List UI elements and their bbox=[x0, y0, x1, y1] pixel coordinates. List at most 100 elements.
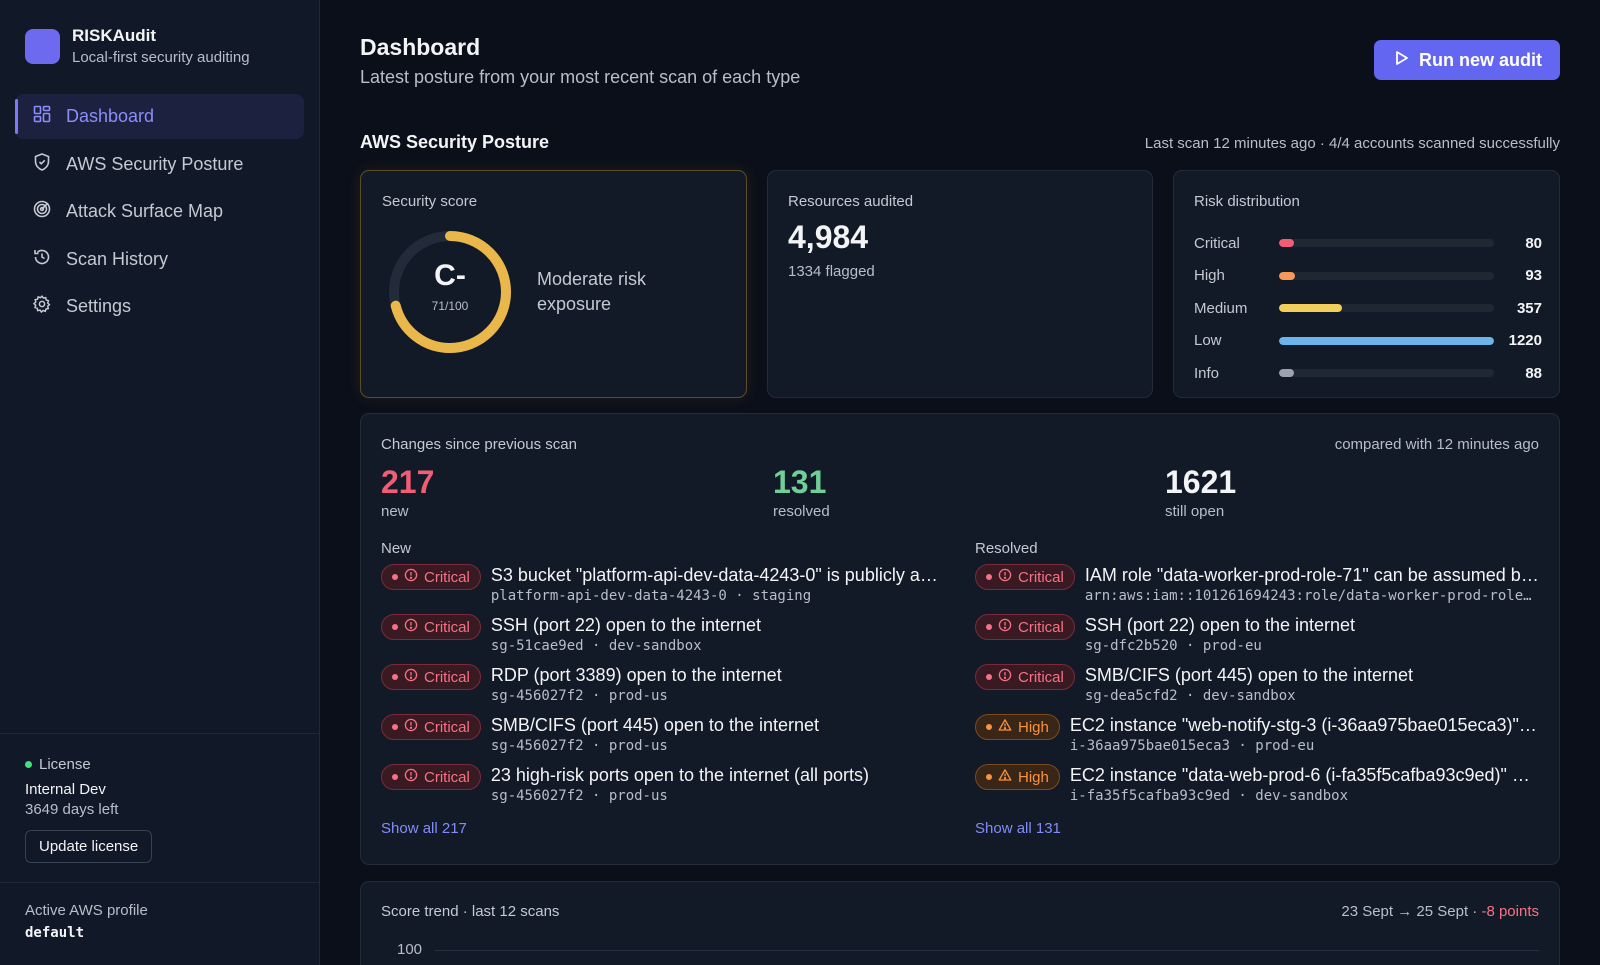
finding-row[interactable]: High EC2 instance "data-web-prod-6 (i-fa3… bbox=[975, 764, 1539, 814]
risk-row-medium: Medium 357 bbox=[1194, 292, 1542, 325]
risk-count: 80 bbox=[1525, 234, 1542, 252]
last-scan-meta: Last scan 12 minutes ago · 4/4 accounts … bbox=[1144, 135, 1560, 152]
sidebar-item-aws-security-posture[interactable]: AWS Security Posture bbox=[15, 142, 304, 187]
warning-triangle-icon bbox=[998, 768, 1012, 786]
sidebar-item-settings[interactable]: Settings bbox=[15, 284, 304, 329]
finding-row[interactable]: Critical SSH (port 22) open to the intern… bbox=[975, 614, 1539, 664]
gear-icon bbox=[32, 294, 52, 319]
risk-bar-fill bbox=[1279, 271, 1296, 280]
run-new-audit-button[interactable]: Run new audit bbox=[1374, 40, 1560, 80]
alert-circle-icon bbox=[404, 718, 418, 736]
risk-bar-track bbox=[1279, 304, 1494, 313]
risk-bar-track bbox=[1279, 239, 1494, 248]
changes-card: Changes since previous scan compared wit… bbox=[360, 413, 1560, 865]
finding-row[interactable]: Critical RDP (port 3389) open to the inte… bbox=[381, 664, 945, 714]
resources-flagged: 1334 flagged bbox=[788, 263, 875, 280]
risk-count: 88 bbox=[1525, 364, 1542, 382]
finding-title: SMB/CIFS (port 445) open to the internet bbox=[490, 715, 820, 735]
severity-dot bbox=[986, 624, 992, 630]
gridline bbox=[435, 950, 1539, 951]
severity-label: High bbox=[1018, 768, 1049, 786]
risk-row-high: High 93 bbox=[1194, 260, 1542, 293]
score-trend-range: 23 Sept → 25 Sept · bbox=[1341, 903, 1482, 920]
resolved-findings-list: Critical IAM role "data-worker-prod-role-… bbox=[975, 564, 1539, 814]
sidebar-item-scan-history[interactable]: Scan History bbox=[15, 237, 304, 282]
severity-badge-critical: Critical bbox=[381, 564, 481, 590]
sidebar: RISKAudit Local-first security auditing … bbox=[0, 0, 320, 965]
sidebar-item-attack-surface-map[interactable]: Attack Surface Map bbox=[15, 189, 304, 234]
severity-dot bbox=[986, 574, 992, 580]
finding-text: SMB/CIFS (port 445) open to the internet… bbox=[491, 714, 945, 754]
alert-circle-icon bbox=[404, 668, 418, 686]
finding-row[interactable]: Critical IAM role "data-worker-prod-role-… bbox=[975, 564, 1539, 614]
severity-badge-critical: Critical bbox=[975, 614, 1075, 640]
finding-row[interactable]: High EC2 instance "web-notify-stg-3 (i-36… bbox=[975, 714, 1539, 764]
risk-name: Low bbox=[1194, 332, 1222, 350]
severity-label: Critical bbox=[1018, 568, 1064, 586]
risk-count: 357 bbox=[1516, 299, 1542, 317]
finding-row[interactable]: Critical 23 high-risk ports open to the i… bbox=[381, 764, 945, 814]
new-findings-heading: New bbox=[381, 540, 412, 557]
finding-text: EC2 instance "web-notify-stg-3 (i-36aa97… bbox=[1070, 714, 1539, 754]
finding-row[interactable]: Critical SMB/CIFS (port 445) open to the … bbox=[381, 714, 945, 764]
radar-icon bbox=[32, 199, 52, 224]
resolved-findings-column: Resolved Critical IAM role "data-worker-p… bbox=[975, 540, 1539, 837]
risk-bar-track bbox=[1279, 369, 1494, 378]
severity-dot bbox=[986, 774, 992, 780]
license-status-dot bbox=[25, 761, 32, 768]
update-license-button[interactable]: Update license bbox=[25, 830, 153, 863]
shield-icon bbox=[32, 152, 52, 177]
new-findings-column: New Critical S3 bucket "platform-api-dev-… bbox=[381, 540, 945, 837]
risk-bar-fill bbox=[1279, 336, 1494, 345]
risk-distribution-card[interactable]: Risk distribution Critical 80 High 93 Medium… bbox=[1173, 170, 1560, 398]
alert-circle-icon bbox=[404, 768, 418, 786]
score-gauge-arc bbox=[389, 231, 511, 353]
finding-text: IAM role "data-worker-prod-role-71" can … bbox=[1085, 564, 1539, 604]
risk-name: High bbox=[1194, 267, 1225, 285]
severity-label: Critical bbox=[424, 568, 470, 586]
still-open-label: still open bbox=[1165, 503, 1225, 520]
app-logo bbox=[25, 29, 60, 64]
show-all-resolved-link[interactable]: Show all 131 bbox=[975, 820, 1061, 837]
severity-badge-high: High bbox=[975, 764, 1060, 790]
risk-bar-fill bbox=[1279, 239, 1295, 248]
risk-name: Medium bbox=[1194, 299, 1248, 317]
aws-profile: Active AWS profile default bbox=[25, 902, 148, 941]
finding-row[interactable]: Critical SMB/CIFS (port 445) open to the … bbox=[975, 664, 1539, 714]
security-score-card[interactable]: Security score C- 71/100 Moderate risk e… bbox=[360, 170, 747, 398]
finding-resource: arn:aws:iam::101261694243:role/data-work… bbox=[1084, 588, 1539, 604]
resolved-label: resolved bbox=[773, 503, 830, 520]
play-icon bbox=[1392, 49, 1410, 72]
severity-label: Critical bbox=[1018, 618, 1064, 636]
severity-label: Critical bbox=[1018, 668, 1064, 686]
still-open-count: 1621 bbox=[1165, 464, 1237, 500]
sidebar-item-label: Attack Surface Map bbox=[66, 201, 224, 221]
risk-count: 1220 bbox=[1508, 332, 1542, 350]
new-count: 217 bbox=[381, 464, 435, 500]
finding-resource: sg-456027f2 · prod-us bbox=[490, 738, 668, 754]
license-days-left: 3649 days left bbox=[25, 801, 119, 818]
resources-audited-card[interactable]: Resources audited 4,984 1334 flagged bbox=[767, 170, 1153, 398]
page-subtitle: Latest posture from your most recent sca… bbox=[360, 67, 801, 87]
finding-text: RDP (port 3389) open to the internet sg-4… bbox=[491, 664, 945, 704]
finding-resource: sg-51cae9ed · dev-sandbox bbox=[490, 638, 702, 654]
sidebar-item-label: Scan History bbox=[66, 248, 169, 269]
sidebar-item-dashboard[interactable]: Dashboard bbox=[15, 94, 304, 139]
resources-audited-label: Resources audited bbox=[788, 193, 914, 210]
severity-label: High bbox=[1018, 718, 1049, 736]
risk-name: Info bbox=[1194, 364, 1220, 382]
finding-resource: platform-api-dev-data-4243-0 · staging bbox=[490, 588, 812, 604]
changes-compared-meta: compared with 12 minutes ago bbox=[1334, 436, 1539, 453]
finding-title: SSH (port 22) open to the internet bbox=[490, 615, 762, 635]
finding-resource: sg-456027f2 · prod-us bbox=[490, 688, 668, 704]
show-all-new-link[interactable]: Show all 217 bbox=[381, 820, 467, 837]
finding-row[interactable]: Critical S3 bucket "platform-api-dev-data… bbox=[381, 564, 945, 614]
aws-profile-label: Active AWS profile bbox=[25, 902, 148, 919]
finding-text: EC2 instance "data-web-prod-6 (i-fa35f5c… bbox=[1070, 764, 1539, 804]
finding-title: SSH (port 22) open to the internet bbox=[1084, 615, 1356, 635]
finding-row[interactable]: Critical SSH (port 22) open to the intern… bbox=[381, 614, 945, 664]
severity-badge-high: High bbox=[975, 714, 1060, 740]
score-trend-label: Score trend · last 12 scans bbox=[381, 903, 560, 920]
sidebar-item-label: Dashboard bbox=[66, 106, 155, 126]
severity-label: Critical bbox=[424, 668, 470, 686]
